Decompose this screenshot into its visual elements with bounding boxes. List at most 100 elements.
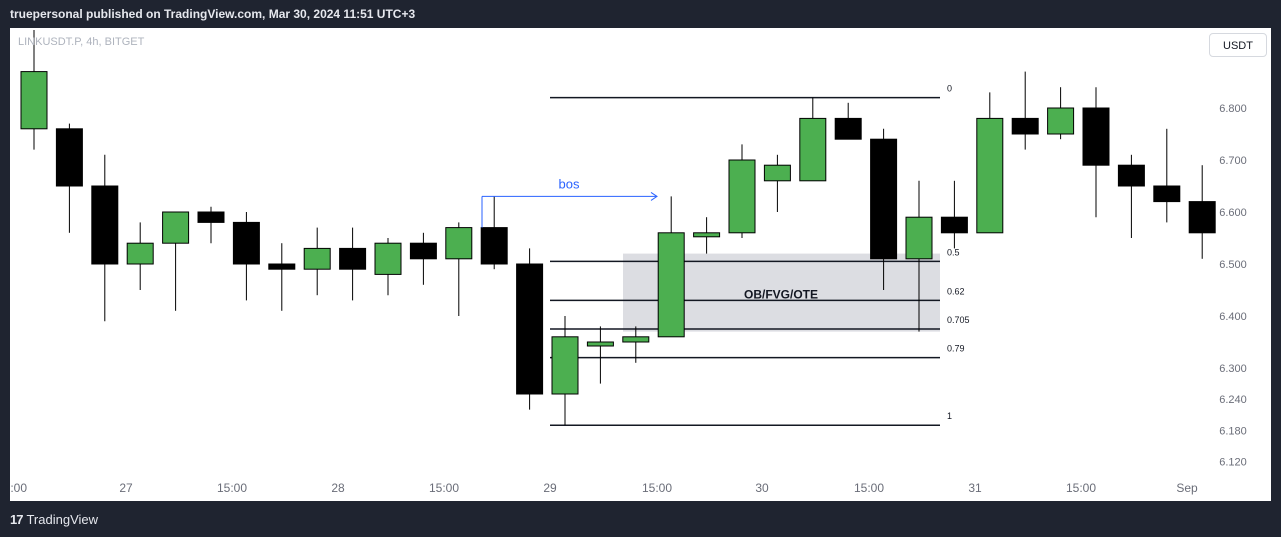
x-tick-label: 15:00 — [1066, 481, 1096, 495]
candle-body — [516, 263, 544, 395]
chart-frame[interactable]: OB/FVG/OTE 0 0.5 0.62 0.705 0.79 1 bos 6.800 6… — [10, 28, 1271, 501]
candle — [445, 222, 473, 316]
candle-body — [268, 263, 296, 270]
candle — [976, 92, 1004, 234]
candle — [693, 217, 721, 254]
candle-body — [480, 227, 508, 265]
candle — [834, 102, 862, 140]
candle-body — [728, 159, 756, 234]
x-tick-label: 28 — [331, 481, 345, 495]
x-tick-label: 27 — [119, 481, 133, 495]
fib-level-label: 0.62 — [947, 286, 965, 296]
candle — [1082, 87, 1110, 218]
candle-body — [551, 336, 579, 395]
y-tick-label: 6.400 — [1219, 311, 1247, 323]
x-tick-label: 15:00 — [217, 481, 247, 495]
candle-body — [55, 128, 83, 187]
candle — [268, 243, 296, 311]
candle — [409, 232, 437, 285]
candle-body — [905, 216, 933, 260]
candle-body — [197, 211, 225, 223]
y-tick-label: 6.600 — [1219, 207, 1247, 219]
candle — [197, 206, 225, 244]
candle — [551, 316, 579, 426]
fib-level-label: 1 — [947, 411, 952, 421]
candle-body — [799, 117, 827, 182]
footer-brand: 17 TradingView — [10, 503, 98, 537]
candle-body — [834, 117, 862, 140]
candle — [1117, 154, 1145, 238]
y-tick-label: 6.700 — [1219, 155, 1247, 167]
candle-body — [20, 71, 48, 130]
candle-body — [1117, 164, 1145, 187]
currency-button[interactable]: USDT — [1209, 33, 1267, 57]
candle — [622, 326, 650, 363]
candle — [728, 144, 756, 238]
candle — [1011, 71, 1039, 150]
candle — [1047, 87, 1075, 140]
bos-arrowhead — [650, 191, 658, 201]
y-tick-label: 6.500 — [1219, 259, 1247, 271]
candle — [91, 154, 119, 322]
candle — [940, 180, 968, 249]
candle-body — [586, 341, 614, 347]
fib-level-label: 0.705 — [947, 315, 970, 325]
candle — [480, 196, 508, 270]
candlestick-chart[interactable]: OB/FVG/OTE 0 0.5 0.62 0.705 0.79 1 bos 6.800 6… — [10, 28, 1271, 501]
candle-body — [940, 216, 968, 234]
fib-level-label: 0.79 — [947, 344, 965, 354]
bos-label: bos — [559, 176, 580, 191]
candle — [870, 128, 898, 290]
candle — [516, 248, 544, 410]
symbol-label: LINKUSDT.P, 4h, BITGET — [18, 36, 145, 48]
x-tick-label: 15:00 — [429, 481, 459, 495]
candle — [374, 238, 402, 296]
candle — [799, 97, 827, 182]
candle-body — [126, 242, 154, 265]
candle-body — [339, 247, 367, 270]
candle — [303, 227, 331, 296]
candle — [657, 196, 685, 338]
y-tick-label: 6.180 — [1219, 425, 1247, 437]
candle-body — [374, 242, 402, 275]
candle — [905, 180, 933, 332]
candle — [586, 326, 614, 384]
x-tick-label: 30 — [755, 481, 769, 495]
candle — [1188, 165, 1216, 259]
candle-body — [763, 164, 791, 182]
candle — [126, 222, 154, 290]
publish-header: truepersonal published on TradingView.co… — [10, 7, 416, 21]
candle-body — [232, 221, 260, 265]
candle — [763, 154, 791, 212]
footer-brand-label: TradingView — [26, 512, 99, 527]
candle-body — [303, 247, 331, 270]
candle — [20, 29, 48, 150]
candle — [232, 212, 260, 301]
candle-body — [1082, 107, 1110, 166]
candle — [55, 123, 83, 233]
candle — [1153, 128, 1181, 223]
x-tick-label: Sep — [1176, 481, 1198, 495]
tradingview-logo-icon: 17 — [10, 512, 24, 527]
y-tick-label: 6.240 — [1219, 394, 1247, 406]
x-tick-label: 15:00 — [854, 481, 884, 495]
fib-level-label: 0.5 — [947, 247, 960, 257]
fib-level-label: 0 — [947, 84, 952, 94]
candle-body — [1011, 117, 1039, 135]
candle-body — [1188, 201, 1216, 234]
x-tick-label: 31 — [968, 481, 982, 495]
zone-label: OB/FVG/OTE — [744, 287, 818, 301]
candle-body — [91, 185, 119, 265]
candle-body — [409, 242, 437, 260]
candle-body — [870, 138, 898, 260]
x-tick-label: 15:00 — [642, 481, 672, 495]
y-tick-label: 6.120 — [1219, 457, 1247, 469]
candle-body — [622, 336, 650, 343]
candle-body — [1047, 107, 1075, 135]
candle-body — [1153, 185, 1181, 203]
x-tick-label: 15:00 — [10, 481, 27, 495]
y-tick-label: 6.300 — [1219, 363, 1247, 375]
candle-body — [657, 232, 685, 338]
y-tick-label: 6.800 — [1219, 103, 1247, 115]
candle-body — [162, 211, 190, 244]
